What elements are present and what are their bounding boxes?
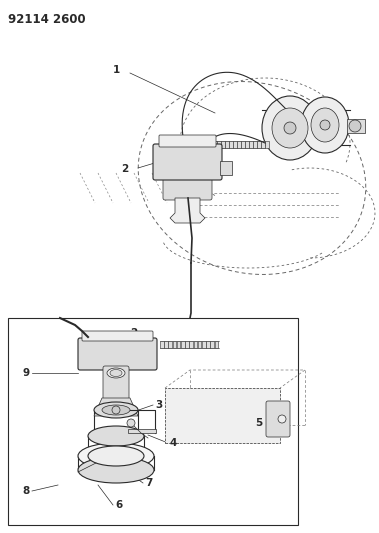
Bar	[168, 341, 172, 348]
Ellipse shape	[94, 428, 138, 444]
Bar	[177, 341, 180, 348]
Text: 92114 2600: 92114 2600	[8, 13, 86, 26]
Ellipse shape	[94, 402, 138, 418]
Bar	[253, 141, 257, 148]
Circle shape	[112, 406, 120, 414]
Bar	[206, 341, 210, 348]
FancyBboxPatch shape	[266, 401, 290, 437]
Text: 9: 9	[23, 368, 30, 378]
Bar	[128, 429, 156, 433]
Ellipse shape	[78, 443, 154, 469]
Ellipse shape	[349, 120, 361, 132]
Bar	[261, 141, 265, 148]
Bar	[220, 161, 232, 175]
Ellipse shape	[262, 96, 318, 160]
Bar	[249, 141, 252, 148]
Bar	[225, 141, 229, 148]
Ellipse shape	[88, 446, 144, 466]
FancyBboxPatch shape	[163, 174, 212, 200]
Ellipse shape	[311, 108, 339, 142]
Bar	[185, 341, 189, 348]
Circle shape	[127, 419, 135, 427]
Bar	[181, 341, 185, 348]
Ellipse shape	[78, 457, 154, 483]
Bar	[198, 341, 201, 348]
Bar	[221, 141, 224, 148]
Bar	[347, 119, 365, 133]
Bar	[202, 341, 205, 348]
Bar	[245, 141, 249, 148]
Bar	[233, 141, 236, 148]
Bar	[210, 341, 214, 348]
Text: 8: 8	[23, 486, 30, 496]
Bar	[8, 318, 298, 525]
Ellipse shape	[284, 122, 296, 134]
Polygon shape	[94, 398, 138, 416]
Bar	[160, 341, 163, 348]
FancyBboxPatch shape	[82, 331, 153, 341]
Bar	[229, 141, 232, 148]
FancyBboxPatch shape	[153, 144, 222, 180]
Polygon shape	[170, 198, 205, 223]
Text: 5: 5	[255, 418, 262, 428]
Ellipse shape	[272, 108, 308, 148]
Ellipse shape	[301, 97, 349, 153]
Bar	[217, 141, 221, 148]
Bar	[194, 341, 197, 348]
Text: 3: 3	[155, 400, 162, 410]
Bar	[213, 141, 216, 148]
Ellipse shape	[107, 368, 125, 378]
FancyBboxPatch shape	[103, 366, 129, 400]
FancyBboxPatch shape	[78, 338, 157, 370]
Bar	[257, 141, 260, 148]
Ellipse shape	[110, 369, 122, 376]
Bar	[190, 341, 193, 348]
Ellipse shape	[320, 120, 330, 130]
Text: 4: 4	[170, 438, 177, 448]
FancyBboxPatch shape	[159, 135, 216, 147]
Text: 2: 2	[130, 328, 137, 338]
Bar	[164, 341, 168, 348]
Circle shape	[278, 415, 286, 423]
Text: 1: 1	[113, 65, 120, 75]
Ellipse shape	[88, 426, 144, 446]
Bar	[172, 341, 176, 348]
Bar	[241, 141, 244, 148]
Bar	[165, 388, 280, 443]
Bar	[237, 141, 241, 148]
Text: 2: 2	[121, 164, 128, 174]
Text: 6: 6	[115, 500, 122, 510]
Text: 7: 7	[145, 478, 152, 488]
Ellipse shape	[102, 405, 130, 415]
Bar	[215, 341, 218, 348]
Bar	[265, 141, 268, 148]
